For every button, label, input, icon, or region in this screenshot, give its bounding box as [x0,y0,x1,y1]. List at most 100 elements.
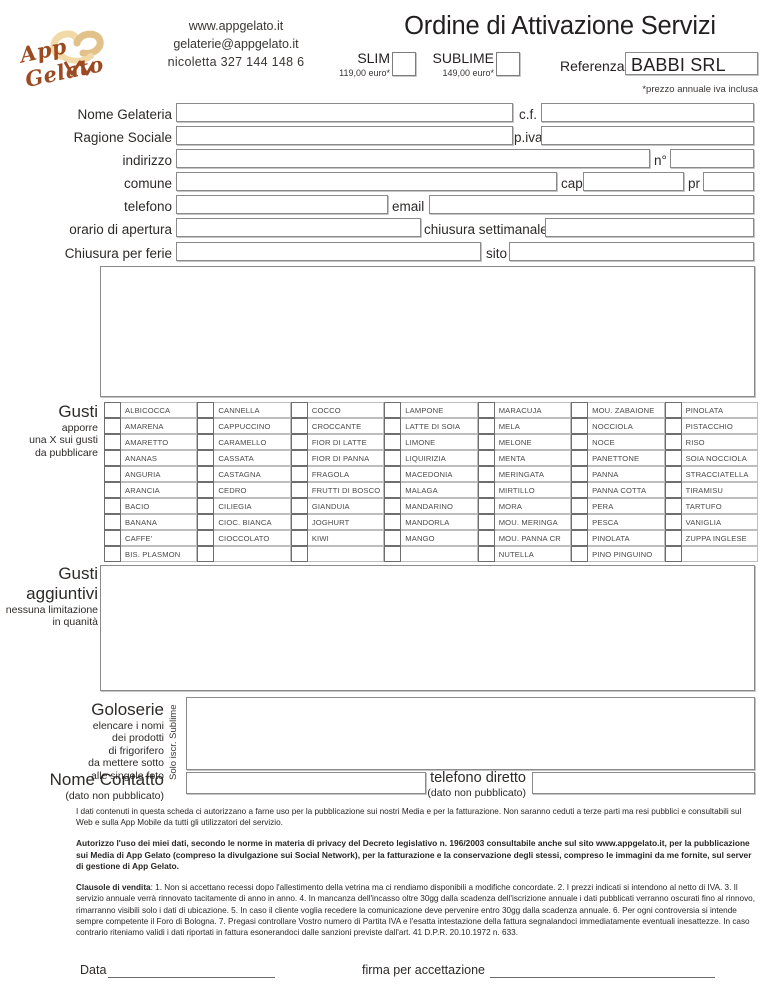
gusti-cell: MOU. PANNA CR [477,530,572,546]
gusti-checkbox[interactable] [384,466,402,482]
indirizzo-input[interactable] [176,149,650,168]
pr-label: pr [688,176,701,191]
orario-input[interactable] [176,218,421,237]
gusti-checkbox[interactable] [571,418,589,434]
gusti-checkbox[interactable] [664,402,682,418]
comune-input[interactable] [176,172,557,191]
telefono-diretto-input[interactable] [532,772,755,794]
gusti-checkbox[interactable] [290,482,308,498]
gusti-checkbox[interactable] [664,530,682,546]
gusti-checkbox[interactable] [664,498,682,514]
gusti-checkbox[interactable] [477,466,495,482]
nome-gelateria-input[interactable] [176,103,513,122]
gusti-checkbox[interactable] [664,450,682,466]
gusti-cell: AMARETTO [104,434,198,450]
gusti-checkbox[interactable] [197,450,215,466]
gusti-checkbox[interactable] [197,402,215,418]
gusti-checkbox[interactable] [571,498,589,514]
gusti-checkbox[interactable] [477,498,495,514]
gusti-checkbox[interactable] [197,482,215,498]
gusti-checkbox[interactable] [197,546,215,562]
gusti-aggiuntivi-textarea[interactable] [100,565,755,691]
gusti-checkbox[interactable] [477,434,495,450]
gusti-checkbox[interactable] [104,418,121,434]
gusti-checkbox[interactable] [104,530,121,546]
gusti-checkbox[interactable] [104,546,121,562]
gusti-checkbox[interactable] [104,466,121,482]
sito-input[interactable] [509,242,754,261]
gusti-checkbox[interactable] [290,498,308,514]
gusti-checkbox[interactable] [664,514,682,530]
gusti-checkbox[interactable] [664,418,682,434]
gusti-checkbox[interactable] [571,466,589,482]
referenza-input[interactable] [625,52,758,75]
cf-input[interactable] [541,103,754,122]
gusti-checkbox[interactable] [197,418,215,434]
gusti-checkbox[interactable] [384,418,402,434]
ragione-sociale-input[interactable] [176,126,513,145]
firma-signature-line[interactable] [490,977,715,978]
gusti-checkbox[interactable] [197,498,215,514]
gusti-checkbox[interactable] [664,546,682,562]
cap-input[interactable] [583,172,684,191]
gusti-checkbox[interactable] [477,482,495,498]
gusti-checkbox[interactable] [197,466,215,482]
gusti-checkbox[interactable] [104,402,121,418]
gusti-checkbox[interactable] [384,530,402,546]
gusti-checkbox[interactable] [477,450,495,466]
gusti-checkbox[interactable] [290,466,308,482]
gusti-checkbox[interactable] [104,498,121,514]
gusti-checkbox[interactable] [571,450,589,466]
gusti-checkbox[interactable] [290,546,308,562]
piva-input[interactable] [541,126,754,145]
gusti-checkbox[interactable] [290,530,308,546]
gusti-name: CILIEGIA [214,498,291,514]
gusti-checkbox[interactable] [384,450,402,466]
gusti-checkbox[interactable] [571,514,589,530]
gusti-checkbox[interactable] [571,434,589,450]
testo-gelateria-textarea[interactable] [100,266,755,397]
gusti-checkbox[interactable] [290,450,308,466]
gusti-checkbox[interactable] [290,514,308,530]
gusti-checkbox[interactable] [384,498,402,514]
gusti-checkbox[interactable] [104,434,121,450]
gusti-checkbox[interactable] [477,530,495,546]
gusti-checkbox[interactable] [384,546,402,562]
gusti-checkbox[interactable] [104,450,121,466]
goloserie-textarea[interactable] [186,697,755,770]
gusti-checkbox[interactable] [571,546,589,562]
gusti-checkbox[interactable] [571,530,589,546]
gusti-checkbox[interactable] [384,434,402,450]
telefono-input[interactable] [176,195,388,214]
gusti-checkbox[interactable] [384,402,402,418]
chiusura-ferie-input[interactable] [176,242,481,261]
gusti-checkbox[interactable] [290,418,308,434]
gusti-checkbox[interactable] [290,434,308,450]
gusti-checkbox[interactable] [664,434,682,450]
gusti-checkbox[interactable] [290,402,308,418]
gusti-checkbox[interactable] [104,514,121,530]
numero-input[interactable] [670,149,754,168]
nome-contatto-input[interactable] [186,772,426,794]
gusti-checkbox[interactable] [664,466,682,482]
pr-input[interactable] [703,172,754,191]
gusti-checkbox[interactable] [477,402,495,418]
plan-slim-checkbox[interactable] [392,52,416,76]
gusti-checkbox[interactable] [384,514,402,530]
gusti-checkbox[interactable] [197,434,215,450]
gusti-checkbox[interactable] [104,482,121,498]
chiusura-settimanale-input[interactable] [545,218,754,237]
gusti-checkbox[interactable] [197,514,215,530]
gusti-checkbox[interactable] [477,418,495,434]
gusti-checkbox[interactable] [664,482,682,498]
gusti-checkbox[interactable] [571,402,589,418]
gusti-name: CAFFE' [121,530,198,546]
gusti-checkbox[interactable] [477,546,495,562]
gusti-checkbox[interactable] [384,482,402,498]
plan-sublime-checkbox[interactable] [496,52,520,76]
gusti-checkbox[interactable] [571,482,589,498]
gusti-checkbox[interactable] [197,530,215,546]
email-input[interactable] [429,195,754,214]
gusti-checkbox[interactable] [477,514,495,530]
data-signature-line[interactable] [108,977,275,978]
